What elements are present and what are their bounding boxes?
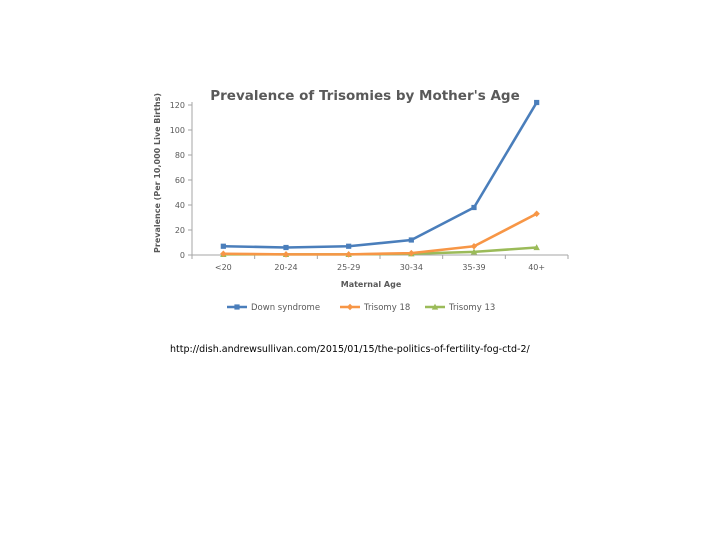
legend-label: Trisomy 18: [363, 303, 410, 313]
y-axis-label: Prevalence (Per 10,000 Live Births): [153, 93, 162, 253]
plot-area: 0 20 40 60 80 100 120 <20 20-24 25-29 30-34 35-39 40…: [170, 99, 569, 272]
y-tick-label: 40: [175, 201, 185, 210]
x-tick-label: 20-24: [274, 263, 297, 272]
legend: Down syndrome Trisomy 18 Trisomy 13: [227, 303, 495, 313]
data-point: [346, 243, 352, 249]
y-tick-label: 60: [175, 176, 185, 185]
data-point: [408, 237, 414, 243]
source-url: http://dish.andrewsullivan.com/2015/01/1…: [170, 344, 530, 355]
line-chart: Prevalence of Trisomies by Mother's Age …: [153, 88, 569, 313]
data-point: [470, 243, 478, 250]
y-tick-label: 20: [175, 226, 185, 235]
x-tick-label: 40+: [528, 263, 545, 272]
legend-label: Trisomy 13: [448, 303, 495, 313]
y-tick-label: 120: [170, 101, 185, 110]
legend-label: Down syndrome: [251, 303, 320, 313]
x-tick-label: 30-34: [400, 263, 423, 272]
data-point: [345, 251, 352, 258]
data-point: [534, 99, 540, 106]
y-tick-label: 100: [170, 126, 185, 135]
data-point: [283, 244, 289, 251]
data-point: [471, 204, 477, 211]
data-point: [282, 251, 290, 258]
data-point: [470, 248, 478, 255]
data-point: [408, 249, 415, 257]
chart-title: Prevalence of Trisomies by Mother's Age: [210, 88, 520, 104]
data-point: [220, 250, 227, 257]
y-tick-label: 0: [180, 251, 185, 260]
legend-marker: [431, 303, 439, 310]
legend-marker: [234, 304, 240, 310]
x-tick-label: 25-29: [337, 263, 360, 272]
x-tick-label: 35-39: [462, 263, 485, 272]
x-tick-label: <20: [215, 263, 232, 272]
series-line: [223, 212, 538, 256]
x-axis-label: Maternal Age: [341, 280, 402, 289]
legend-marker: [346, 303, 354, 311]
series-line: [223, 101, 538, 249]
data-point: [533, 244, 540, 251]
chart: Prevalence of Trisomies by Mother's Age …: [150, 80, 580, 325]
y-tick-label: 80: [175, 151, 185, 160]
data-point: [220, 243, 226, 249]
